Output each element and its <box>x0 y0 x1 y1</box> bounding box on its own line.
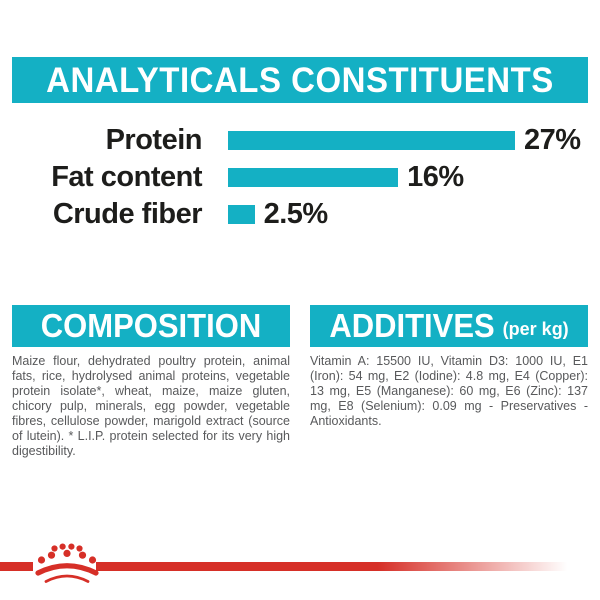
footer-rule-left <box>0 562 33 571</box>
composition-title: COMPOSITION <box>40 306 262 345</box>
bar-value: 2.5% <box>263 198 329 230</box>
bar-label: Protein <box>105 124 203 156</box>
bar-fat <box>228 168 399 187</box>
chart-row-protein: Protein 27% <box>0 122 600 159</box>
chart-row-fat: Fat content 16% <box>0 159 600 196</box>
bar-label: Fat content <box>51 161 202 193</box>
footer-rule-right <box>96 562 582 571</box>
additives-header: ADDITIVES (per kg) <box>310 305 588 347</box>
chart-row-fiber: Crude fiber 2.5% <box>0 196 600 233</box>
additives-section: ADDITIVES (per kg) Vitamin A: 15500 IU, … <box>310 305 588 429</box>
bar-label: Crude fiber <box>52 198 203 230</box>
additives-text: Vitamin A: 15500 IU, Vitamin D3: 1000 IU… <box>310 354 588 428</box>
bar-protein <box>228 131 515 150</box>
constituents-bar-chart: Protein 27% Fat content 16% Crude fiber … <box>0 122 600 233</box>
composition-section: COMPOSITION Maize flour, dehydrated poul… <box>12 305 290 459</box>
bar-fiber <box>228 205 255 224</box>
additives-title-suffix: (per kg) <box>502 318 569 339</box>
composition-text: Maize flour, dehydrated poultry protein,… <box>12 354 290 458</box>
royal-canin-crown-icon <box>35 543 99 583</box>
section-title: ANALYTICALS CONSTITUENTS <box>46 59 554 100</box>
composition-header: COMPOSITION <box>12 305 290 347</box>
additives-title: ADDITIVES <box>329 306 495 345</box>
analytical-constituents-header: ANALYTICALS CONSTITUENTS <box>12 57 588 103</box>
bar-value: 16% <box>407 161 464 193</box>
bar-value: 27% <box>524 124 581 156</box>
